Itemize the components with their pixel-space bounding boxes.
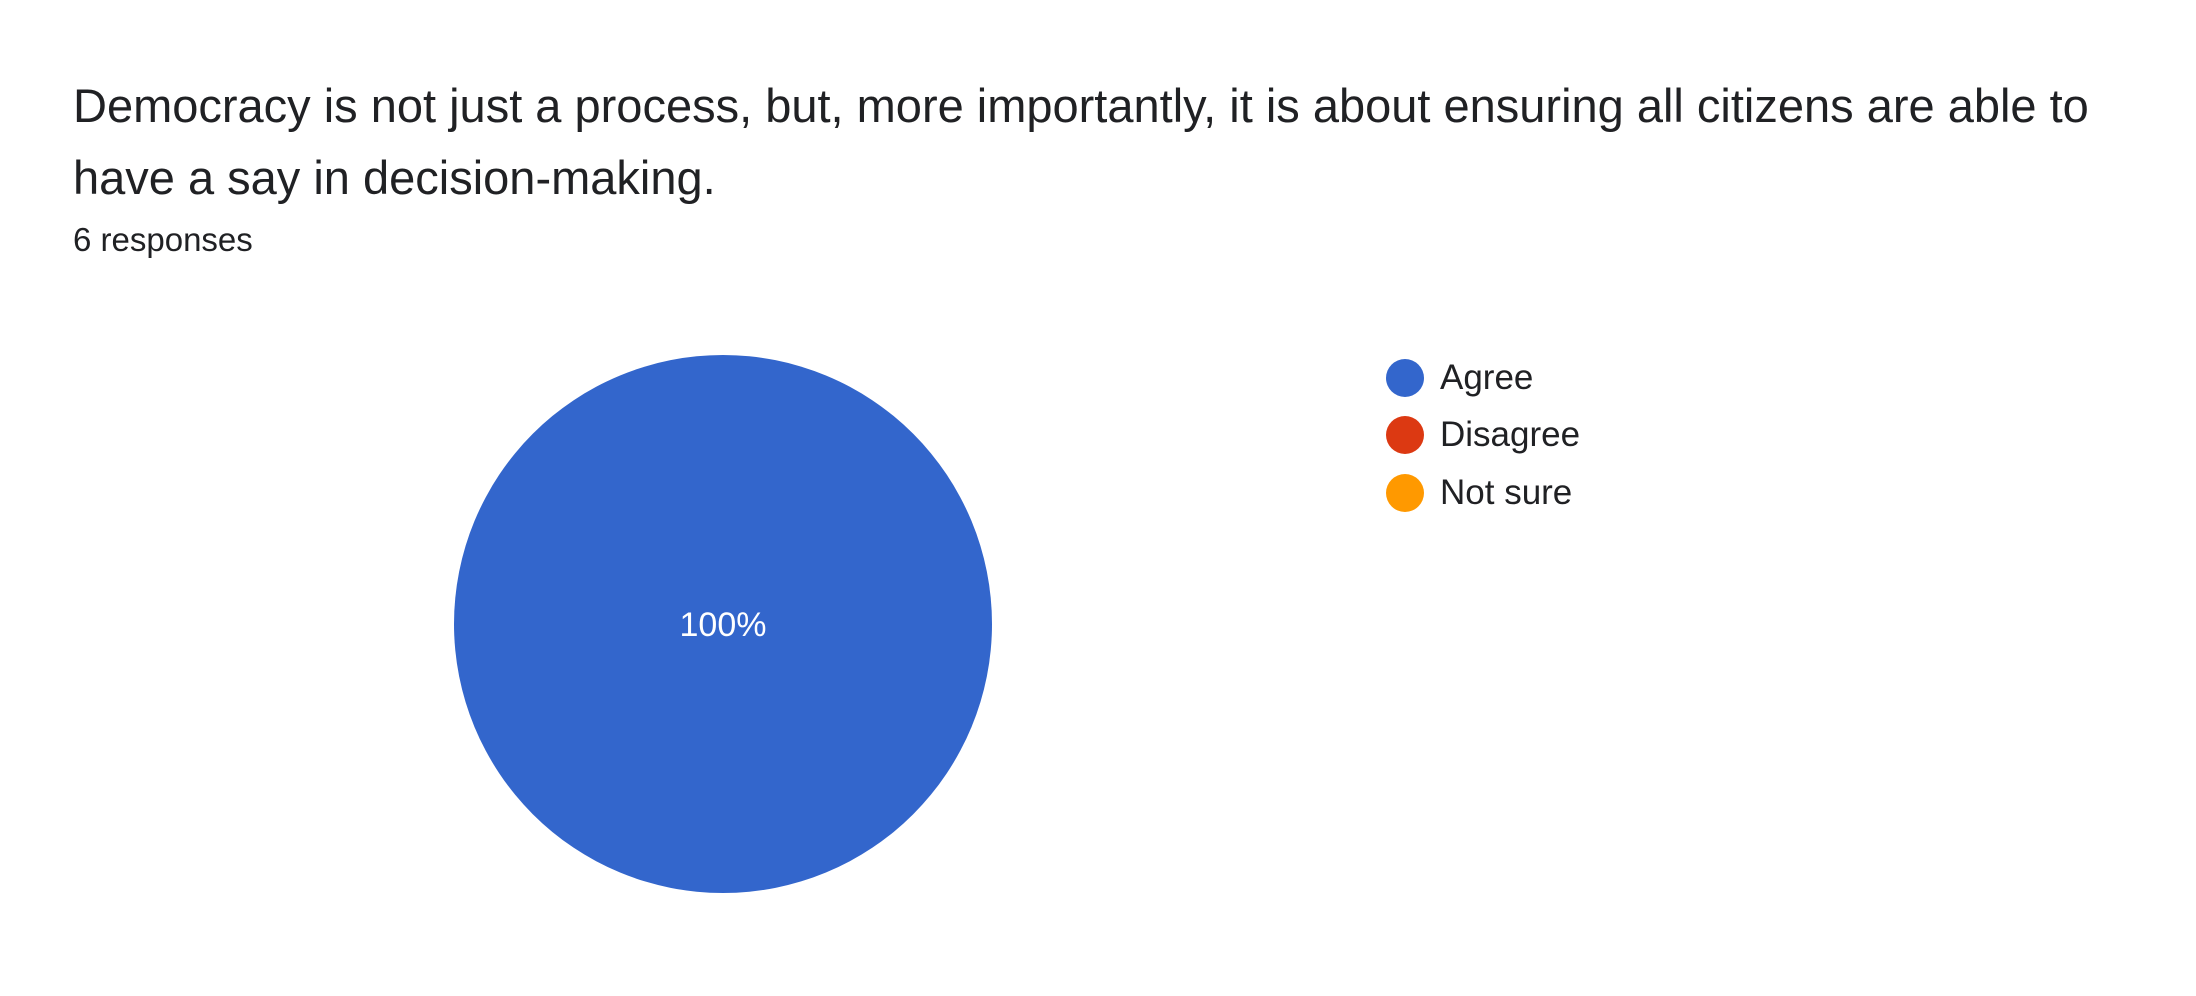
legend-swatch-disagree	[1386, 416, 1424, 455]
legend-swatch-not-sure	[1386, 473, 1424, 512]
pie-slices	[454, 355, 992, 893]
legend-item-disagree[interactable]: Disagree	[1386, 407, 1580, 465]
question-title: Democracy is not just a process, but, mo…	[73, 79, 2089, 204]
response-count: 6 responses	[73, 221, 253, 258]
pie-slice-agree[interactable]	[454, 355, 992, 893]
slice-label-agree: 100%	[680, 606, 767, 644]
legend-label-not-sure: Not sure	[1440, 472, 1573, 512]
legend-label-agree: Agree	[1440, 357, 1534, 397]
pie-labels: 100%	[680, 606, 767, 644]
legend-item-agree[interactable]: Agree	[1386, 349, 1580, 407]
legend-swatch-agree	[1386, 358, 1424, 397]
legend-label-disagree: Disagree	[1440, 415, 1581, 455]
legend-item-not-sure[interactable]: Not sure	[1386, 464, 1580, 522]
chart-legend: Agree Disagree Not sure	[1386, 349, 1580, 522]
